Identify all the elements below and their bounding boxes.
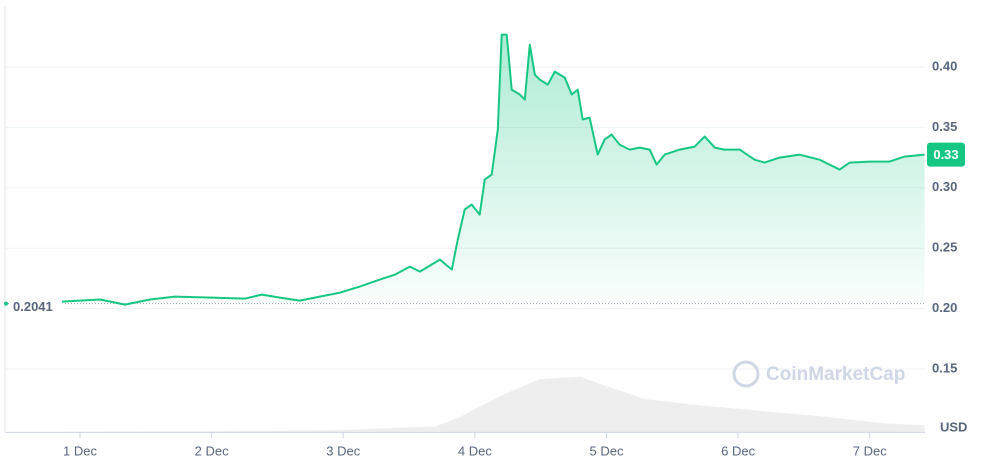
watermark-text: CoinMarketCap <box>766 364 905 385</box>
x-tick-label: 4 Dec <box>458 443 492 458</box>
x-tick-label: 1 Dec <box>63 443 97 458</box>
current-price-label: 0.33 <box>933 147 958 162</box>
start-dot <box>4 301 8 306</box>
x-tick-label: 3 Dec <box>326 443 360 458</box>
current-price-badge <box>927 142 965 167</box>
x-tick-label: 6 Dec <box>721 443 755 458</box>
y-tick-label: 0.25 <box>932 240 957 255</box>
watermark-logo <box>732 360 760 388</box>
y-tick-label: 0.40 <box>932 58 957 73</box>
x-tick-label: 2 Dec <box>195 443 229 458</box>
y-unit: USD <box>940 419 967 434</box>
watermark: CoinMarketCap <box>732 360 905 388</box>
volume-area <box>62 376 925 433</box>
y-tick-label: 0.20 <box>932 300 957 315</box>
price-line <box>61 33 925 306</box>
y-tick-label: 0.30 <box>932 179 957 194</box>
y-tick-label: 0.15 <box>932 360 957 375</box>
y-tick-label: 0.35 <box>932 119 957 134</box>
x-tick-label: 5 Dec <box>590 443 624 458</box>
x-tick-label: 7 Dec <box>853 443 887 458</box>
start-price-bg <box>9 302 63 317</box>
start-price-label: 0.2041 <box>13 299 53 314</box>
